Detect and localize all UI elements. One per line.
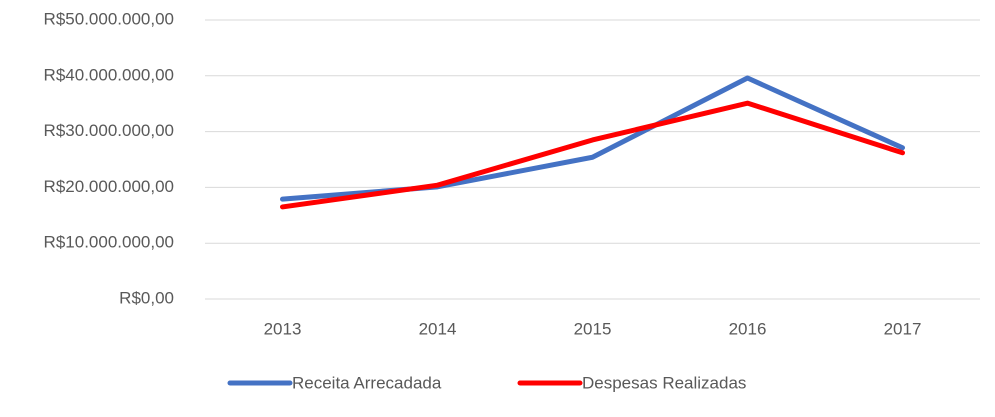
- y-tick-label: R$0,00: [119, 288, 174, 307]
- y-tick-label: R$30.000.000,00: [44, 121, 174, 140]
- x-tick-label: 2013: [264, 319, 302, 338]
- x-tick-label: 2014: [419, 319, 457, 338]
- y-tick-label: R$10.000.000,00: [44, 233, 174, 252]
- x-tick-label: 2016: [729, 319, 767, 338]
- y-tick-label: R$20.000.000,00: [44, 177, 174, 196]
- y-tick-label: R$40.000.000,00: [44, 65, 174, 84]
- legend-label: Despesas Realizadas: [582, 373, 746, 392]
- legend-label: Receita Arrecadada: [292, 373, 442, 392]
- series-line: [280, 100, 905, 210]
- x-tick-label: 2017: [884, 319, 922, 338]
- y-tick-label: R$50.000.000,00: [44, 9, 174, 28]
- x-tick-label: 2015: [574, 319, 612, 338]
